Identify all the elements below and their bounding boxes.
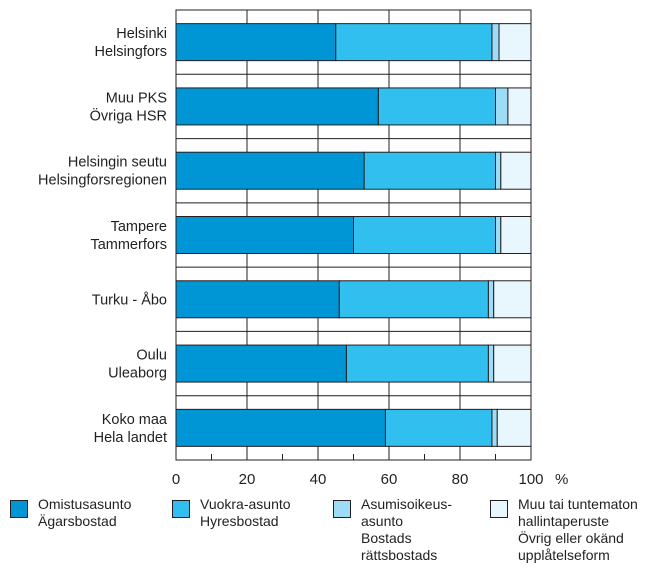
bar-segment-3 [491,408,498,447]
bar-segment-2 [363,151,496,190]
x-tick-label: 80 [452,471,469,488]
bar-segment-1 [175,408,386,447]
legend-label-line: Muu tai tuntematon [518,496,638,512]
bar-segment-2 [335,23,493,62]
x-tick-label: 0 [172,471,180,488]
legend-label-line: Omistusasunto [38,496,132,512]
legend-item: Muu tai tuntematon hallintaperuste Övrig e… [490,496,638,564]
x-tick-label: 100 [518,471,543,488]
legend-label-line: upplåtelseform [518,547,610,563]
category-labels: Helsinki Helsingfors Muu PKS Övriga HSR Hels… [38,26,168,446]
x-tick-label: 40 [310,471,327,488]
category-label: Oulu Uleaborg [108,348,167,382]
bar-segment-1 [175,151,365,190]
legend-item: Vuokra-asunto Hyresbostad [172,496,291,530]
legend: Omistusasunto Ägarsbostad Vuokra-asunto Hyr… [0,496,669,574]
bar-segment-4 [498,23,532,62]
chart-grid [175,9,532,461]
bar-segment-4 [493,344,532,383]
category-label: Turku - Åbo [92,291,167,308]
bar-segment-3 [487,280,495,319]
legend-swatch [333,500,351,518]
legend-label-line: asunto [361,513,404,529]
category-label: Helsinki Helsingfors [94,26,167,60]
legend-label: Omistusasunto Ägarsbostad [38,496,131,530]
bar-segment-3 [495,87,509,126]
legend-label-line: hallintaperuste [518,513,610,529]
bar-segment-1 [175,23,337,62]
legend-label: Asumisoikeus-asunto Bostads rättsbostads [361,496,452,564]
bar-segment-4 [500,216,532,254]
bar-segment-4 [507,87,532,126]
bar-segment-2 [345,344,489,383]
category-label: Tampere Tammerfors [90,219,167,253]
bar-segment-4 [500,151,532,190]
bar-segment-3 [495,151,502,190]
legend-label-line: Bostads [361,530,412,546]
bar-segment-3 [487,344,495,383]
x-tick-label: 20 [239,471,256,488]
legend-swatch [172,500,190,518]
bar-segment-4 [496,408,532,447]
legend-label-line: Vuokra-asunto [200,496,291,512]
legend-item: Asumisoikeus-asunto Bostads rättsbostads [333,496,452,564]
legend-swatch [10,500,28,518]
bar-segment-3 [495,216,502,254]
bar-segment-2 [353,216,496,254]
x-axis-unit: % [555,471,568,488]
legend-label-line: Övrig eller okänd [518,530,624,546]
legend-label-line: Hyresbostad [200,513,279,529]
bar-segment-1 [175,344,347,383]
x-axis-ticks: 0 20 40 60 80 100 [172,471,544,488]
bar-segment-2 [338,280,489,319]
legend-label-line: Ägarsbostad [38,513,117,529]
category-label: Muu PKS Övriga HSR [90,90,167,124]
bar-segment-1 [175,216,354,254]
x-tick-label: 60 [381,471,398,488]
chart-bars [175,23,532,447]
legend-label: Vuokra-asunto Hyresbostad [200,496,291,530]
legend-item: Omistusasunto Ägarsbostad [10,496,131,530]
category-label: Koko maa Hela landet [94,412,168,446]
bar-segment-2 [377,87,497,126]
legend-label: Muu tai tuntematon hallintaperuste Övrig e… [518,496,638,564]
bar-segment-3 [491,23,500,62]
legend-label-line: Asumisoikeus- [361,496,453,512]
bar-segment-1 [175,280,340,319]
legend-swatch [490,500,508,518]
bar-segment-1 [175,87,379,126]
category-label: Helsingin seutu Helsingforsregionen [38,155,167,189]
bar-segment-2 [384,408,493,447]
legend-label-line: rättsbostads [361,547,438,563]
bar-segment-4 [493,280,532,319]
